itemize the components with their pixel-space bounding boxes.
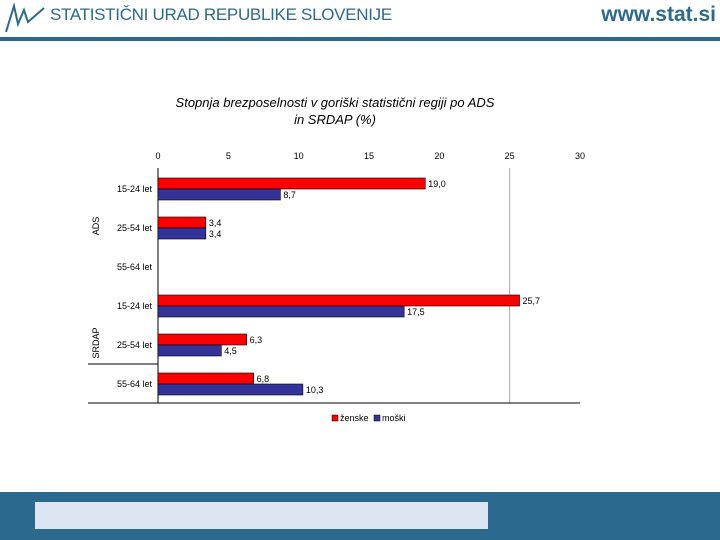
x-tick-label: 0 [155, 151, 160, 161]
header-divider [0, 37, 720, 41]
data-label: 19,0 [428, 179, 446, 189]
data-label: 8,7 [283, 190, 296, 200]
chart-title-line2: in SRDAP (%) [294, 112, 376, 127]
data-label: 17,5 [407, 307, 425, 317]
x-tick-label: 30 [575, 151, 585, 161]
footer-band [0, 492, 720, 540]
group-label: ADS [91, 217, 101, 236]
x-tick-label: 15 [364, 151, 374, 161]
bar-zenske [157, 372, 254, 385]
category-label: 25-54 let [117, 340, 153, 350]
bar-moski [157, 188, 281, 201]
bar-moski [157, 344, 222, 357]
data-label: 25,7 [523, 296, 541, 306]
data-label: 6,3 [250, 335, 263, 345]
bar-zenske [157, 216, 207, 229]
data-label: 6,8 [257, 374, 270, 384]
category-label: 55-64 let [117, 262, 153, 272]
category-label: 15-24 let [117, 184, 153, 194]
bar-moski [157, 383, 304, 396]
header-url[interactable]: www.stat.si [601, 3, 716, 26]
legend-label: moški [382, 413, 406, 423]
category-label: 15-24 let [117, 301, 153, 311]
legend-label: ženske [340, 413, 369, 423]
surs-logo [5, 2, 45, 33]
data-label: 3,4 [209, 229, 222, 239]
chart-title: Stopnja brezposelnosti v goriški statist… [100, 94, 570, 128]
legend-swatch [373, 414, 381, 422]
data-label: 3,4 [209, 218, 222, 228]
chart-title-line1: Stopnja brezposelnosti v goriški statist… [175, 95, 495, 110]
x-tick-label: 25 [505, 151, 515, 161]
category-label: 55-64 let [117, 379, 153, 389]
x-tick-label: 5 [226, 151, 231, 161]
x-tick-label: 10 [294, 151, 304, 161]
x-tick-label: 20 [434, 151, 444, 161]
legend-swatch [331, 414, 339, 422]
group-label: SRDAP [91, 327, 101, 358]
data-label: 4,5 [224, 346, 237, 356]
bar-moski [157, 305, 405, 318]
footer-box [35, 502, 488, 529]
bar-moski [157, 227, 207, 240]
bar-zenske [157, 294, 520, 307]
category-label: 25-54 let [117, 223, 153, 233]
bar-zenske [157, 333, 247, 346]
data-label: 10,3 [306, 385, 324, 395]
bar-zenske [157, 177, 426, 190]
header-title: STATISTIČNI URAD REPUBLIKE SLOVENIJE [50, 5, 392, 24]
